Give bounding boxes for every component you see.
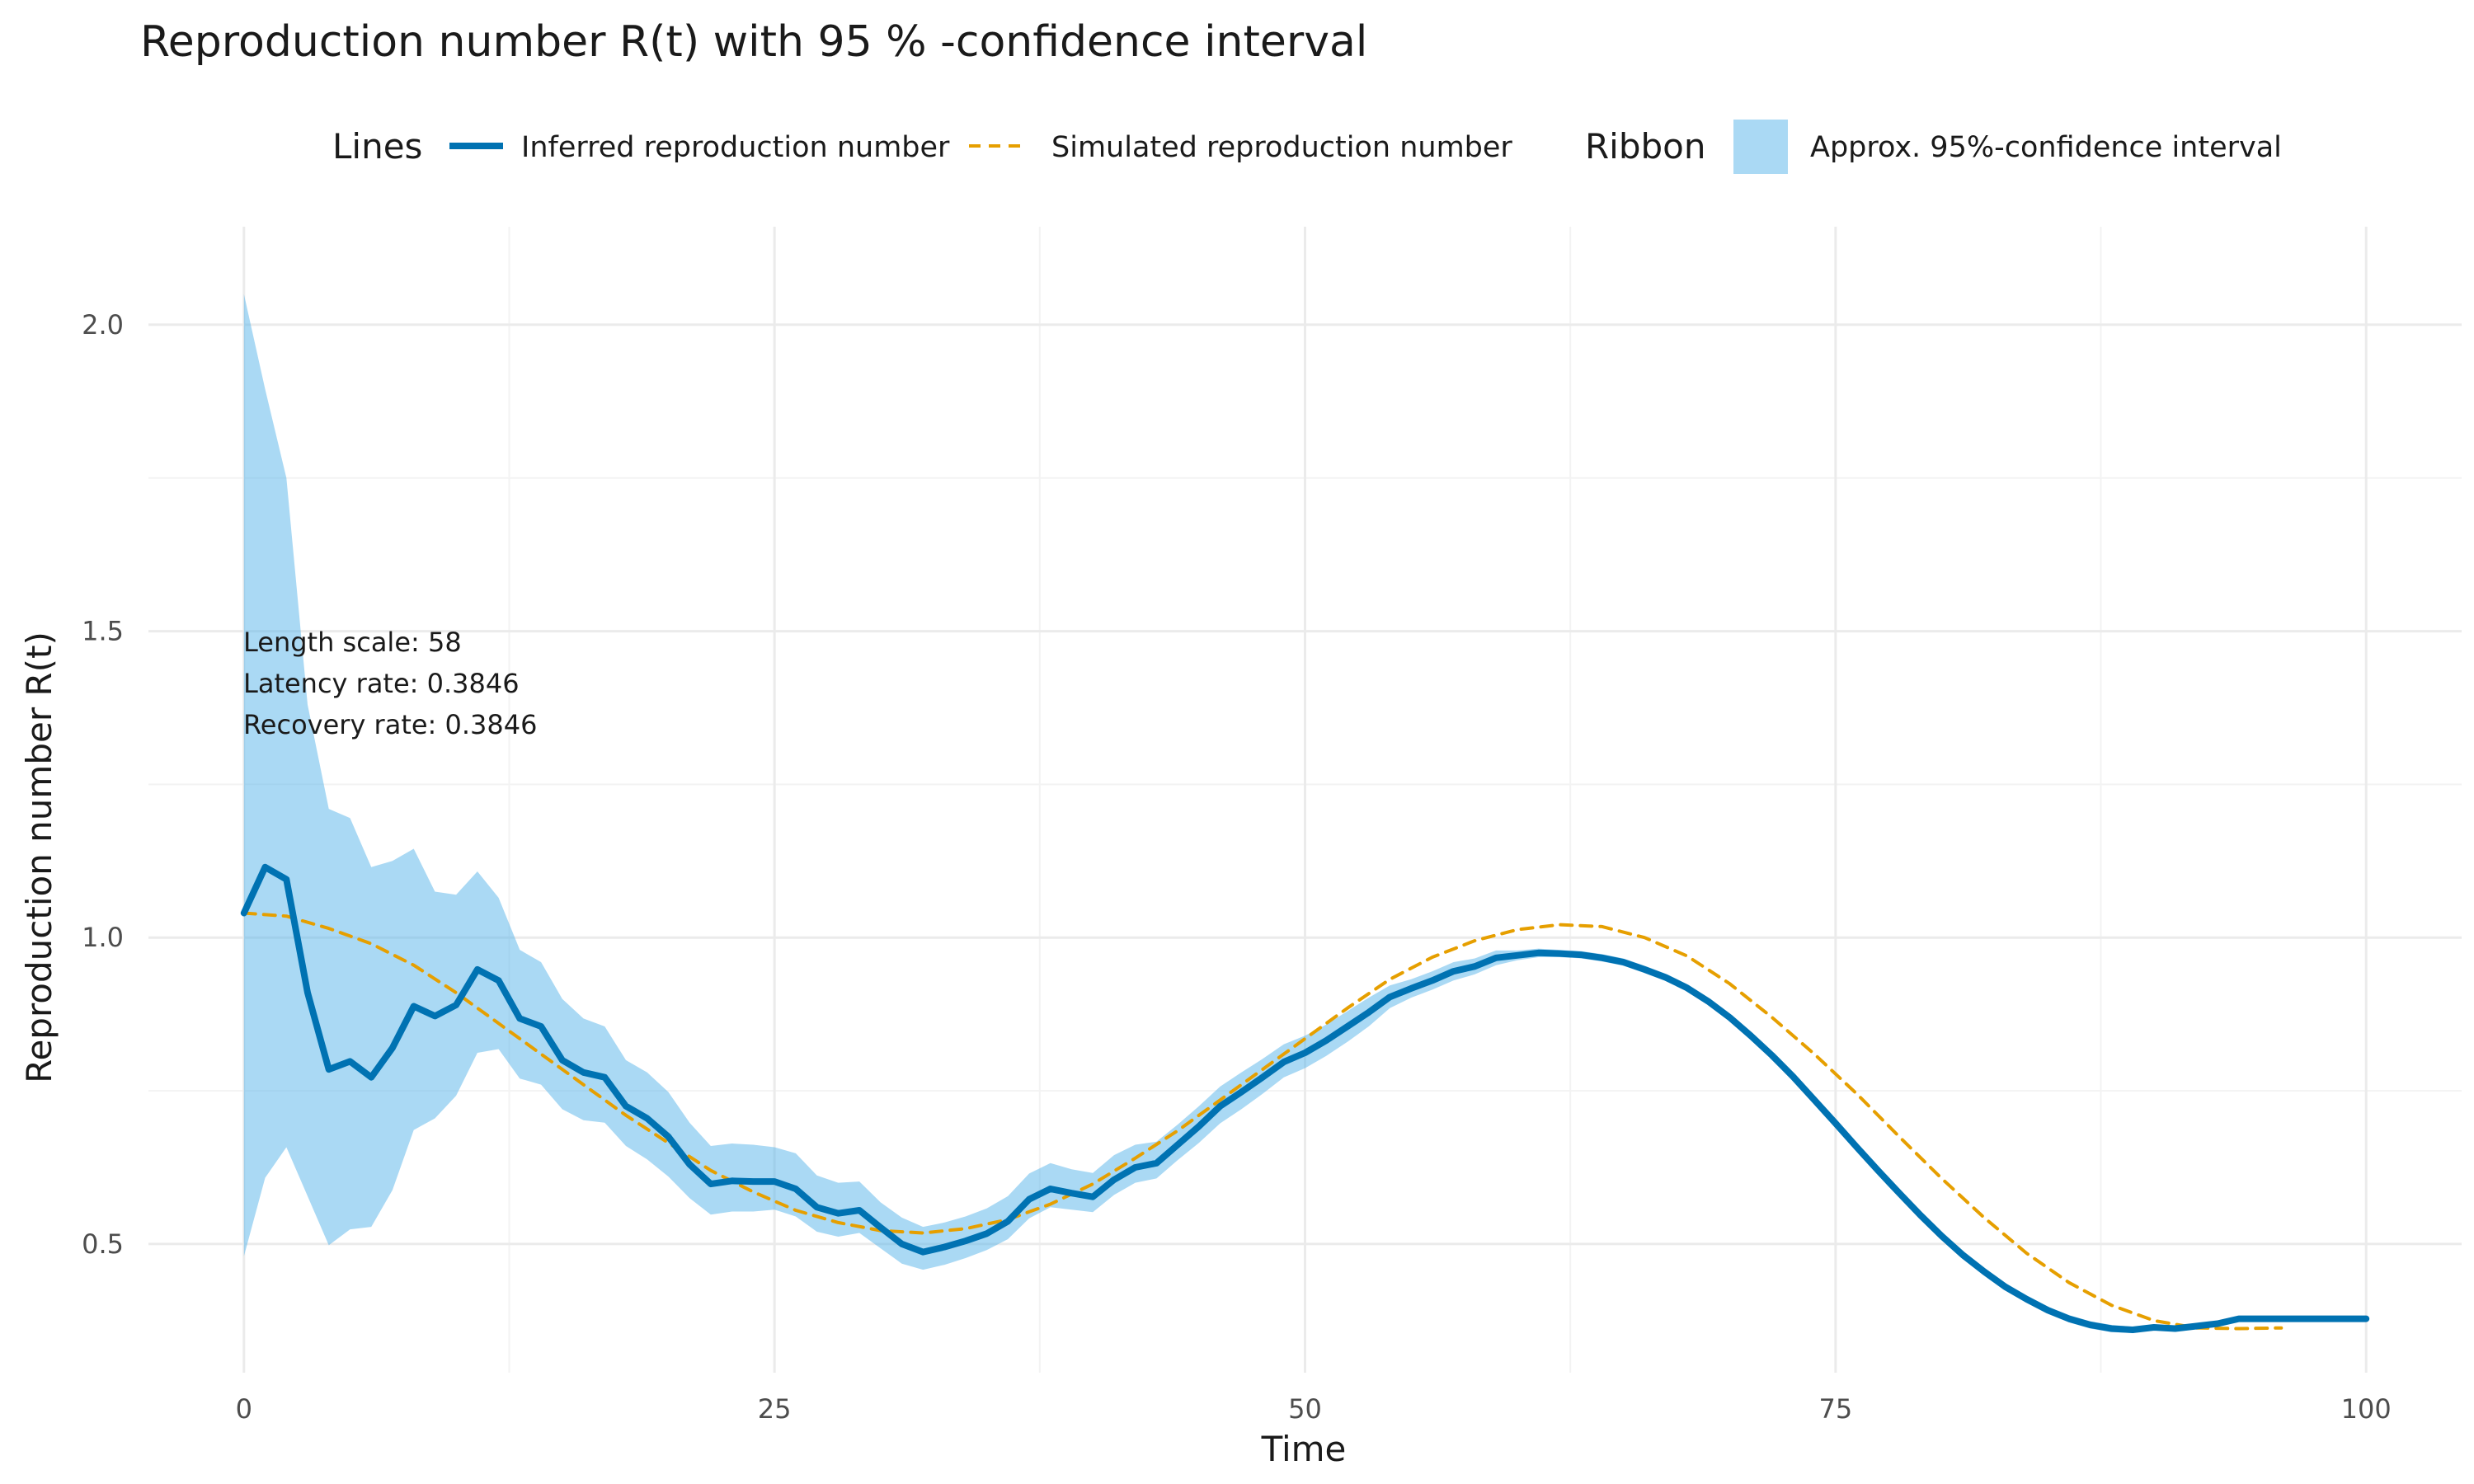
y-axis-label: Reproduction number R(t): [19, 632, 59, 1083]
annotation-length-scale: Length scale: 58: [243, 627, 462, 658]
legend-ribbon-title: Ribbon: [1585, 126, 1706, 167]
simulated-series-line: [242, 911, 2284, 1331]
annotation-latency-rate: Latency rate: 0.3846: [243, 668, 520, 699]
x-axis-label: Time: [1261, 1429, 1347, 1469]
annotation-recovery-rate: Recovery rate: 0.3846: [243, 709, 537, 740]
x-tick-label: 50: [1288, 1393, 1322, 1425]
legend: Lines Inferred reproduction number Simul…: [332, 120, 2282, 174]
y-tick-label: 2.0: [82, 309, 124, 340]
x-tick-label: 25: [758, 1393, 792, 1425]
legend-lines-title: Lines: [332, 126, 422, 167]
tick-labels: 0 25 50 75 100 0.5 1.0 1.5 2.0: [82, 309, 2392, 1425]
x-tick-label: 100: [2341, 1393, 2392, 1425]
legend-simulated-label: Simulated reproduction number: [1051, 131, 1512, 164]
inferred-series-line: [240, 863, 2370, 1333]
legend-ribbon-key: [1733, 120, 1788, 174]
legend-inferred-label: Inferred reproduction number: [521, 131, 950, 164]
x-tick-label: 75: [1818, 1393, 1852, 1425]
chart-title: Reproduction number R(t) with 95 % -conf…: [140, 17, 1367, 67]
y-tick-label: 1.5: [82, 616, 124, 647]
y-tick-label: 1.0: [82, 922, 124, 953]
x-tick-label: 0: [236, 1393, 252, 1425]
parameter-annotations: Length scale: 58 Latency rate: 0.3846 Re…: [243, 627, 537, 740]
series-layer: [240, 863, 2370, 1333]
legend-ribbon-label: Approx. 95%-confidence interval: [1810, 131, 2282, 164]
y-tick-label: 0.5: [82, 1228, 124, 1260]
